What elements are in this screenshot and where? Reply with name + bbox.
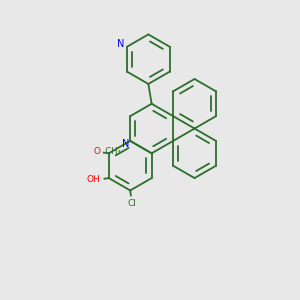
Text: O: O — [94, 147, 100, 156]
Text: OH: OH — [87, 175, 100, 184]
Text: N: N — [122, 139, 129, 148]
Text: N: N — [117, 39, 124, 49]
Text: Cl: Cl — [128, 199, 136, 208]
Text: CH₃: CH₃ — [100, 147, 121, 156]
